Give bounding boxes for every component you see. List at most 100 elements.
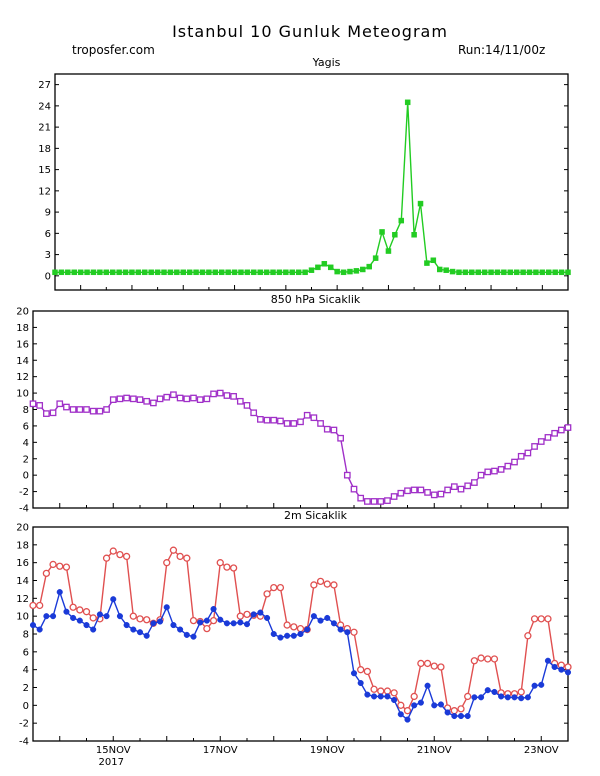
data-point (199, 269, 206, 276)
y-tick-label: 18 (16, 540, 29, 551)
data-point (457, 705, 465, 713)
run-label: Run:14/11/00z (458, 43, 546, 57)
data-point (52, 269, 58, 276)
data-point (511, 458, 518, 466)
data-point (223, 620, 230, 627)
data-point (317, 617, 324, 624)
data-point (276, 269, 283, 276)
data-point (385, 248, 392, 254)
data-point (230, 620, 237, 627)
data-point (116, 613, 123, 620)
data-point (450, 483, 458, 491)
data-point (277, 634, 284, 641)
data-point (148, 269, 154, 276)
data-point (417, 659, 425, 668)
data-point (65, 269, 71, 276)
data-point (174, 269, 180, 276)
data-point (116, 550, 124, 559)
data-point (366, 263, 372, 270)
data-point (304, 626, 311, 633)
data-point (507, 269, 514, 276)
data-point (29, 601, 37, 610)
data-point (501, 269, 507, 276)
y-tick-label: 10 (16, 389, 29, 400)
data-point (186, 269, 193, 276)
data-point (284, 632, 291, 639)
data-point (324, 614, 331, 622)
data-point (537, 438, 545, 445)
data-point (443, 267, 449, 273)
data-point (384, 497, 391, 504)
y-tick-label: -2 (19, 487, 29, 498)
data-point (36, 402, 44, 409)
y-tick-label: 0 (45, 271, 51, 282)
data-point (163, 393, 171, 401)
data-point (404, 716, 411, 723)
y-tick-label: 9 (45, 208, 51, 219)
data-point (477, 471, 485, 479)
data-point (340, 269, 347, 276)
data-point (250, 611, 257, 618)
data-point (491, 467, 498, 475)
data-point (330, 581, 338, 589)
y-tick-label: 12 (16, 594, 29, 605)
data-point (350, 670, 358, 677)
x-tick-label: 21NOV (417, 745, 452, 756)
data-point (56, 400, 64, 408)
data-point (229, 564, 238, 572)
data-point (250, 409, 258, 417)
data-point (109, 547, 117, 555)
data-point (216, 559, 224, 567)
data-point (398, 217, 405, 224)
data-point (565, 269, 571, 276)
data-point (176, 394, 184, 402)
data-point (498, 693, 505, 700)
data-point (390, 689, 398, 697)
data-point (116, 269, 122, 276)
data-point (69, 406, 77, 413)
y-tick-label: 27 (38, 80, 51, 91)
data-point (537, 615, 545, 623)
data-point (417, 200, 424, 207)
y-tick-label: 2 (23, 454, 29, 465)
data-point (90, 269, 97, 276)
data-point (530, 615, 539, 623)
data-point (263, 269, 270, 276)
data-point (310, 613, 317, 620)
data-point (464, 482, 472, 490)
data-point (449, 268, 456, 275)
data-point (437, 490, 445, 498)
data-point (431, 702, 438, 709)
data-point (36, 626, 43, 633)
data-point (450, 707, 458, 715)
data-point (43, 410, 50, 417)
data-point (323, 425, 331, 433)
data-point (49, 409, 57, 417)
data-point (524, 694, 531, 701)
y-tick-label: 3 (45, 250, 51, 261)
site-label: troposfer.com (72, 43, 155, 57)
data-point (36, 601, 44, 610)
data-point (551, 663, 558, 671)
data-point (223, 563, 231, 571)
data-point (347, 268, 353, 275)
data-point (276, 583, 285, 592)
data-point (196, 396, 204, 404)
data-point (337, 626, 344, 633)
data-point (379, 229, 385, 235)
data-point (363, 667, 372, 676)
data-point (129, 612, 137, 620)
data-point (360, 266, 366, 273)
data-point (102, 554, 111, 562)
data-point (154, 269, 161, 276)
data-point (323, 580, 331, 588)
y-tick-label: 16 (16, 339, 29, 350)
data-point (494, 269, 501, 276)
data-point (315, 264, 321, 271)
y-tick-label: 20 (16, 307, 29, 318)
data-point (223, 392, 231, 399)
data-point (161, 269, 167, 276)
data-point (384, 693, 391, 700)
data-point (539, 269, 546, 276)
data-point (129, 395, 137, 403)
